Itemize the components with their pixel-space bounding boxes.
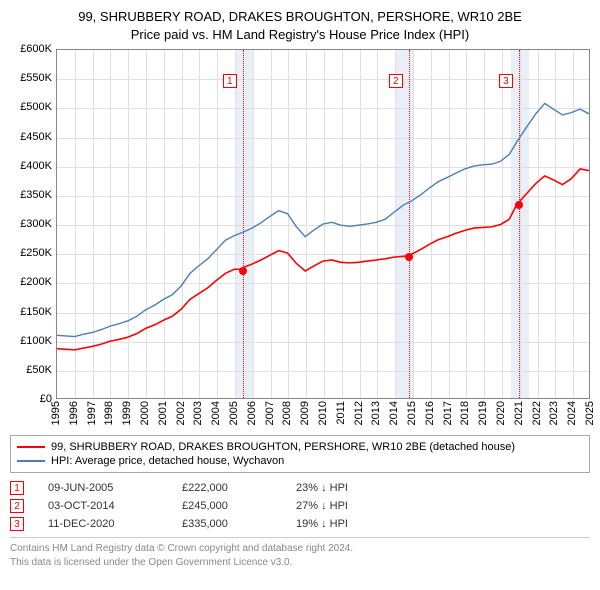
y-tick-label: £100K	[20, 335, 52, 347]
x-tick-label: 2023	[548, 401, 560, 425]
title-subtitle: Price paid vs. HM Land Registry's House …	[10, 26, 590, 44]
y-tick-label: £300K	[20, 218, 52, 230]
footer-line-1: Contains HM Land Registry data © Crown c…	[10, 542, 590, 556]
chart-container: 99, SHRUBBERY ROAD, DRAKES BROUGHTON, PE…	[0, 0, 600, 575]
x-tick-label: 2021	[513, 401, 525, 425]
transaction-dot	[405, 253, 413, 261]
chart-area: £0£50K£100K£150K£200K£250K£300K£350K£400…	[10, 49, 590, 429]
transaction-date: 03-OCT-2014	[48, 500, 158, 512]
x-tick-label: 2010	[317, 401, 329, 425]
transaction-marker: 3	[499, 74, 513, 88]
x-tick-label: 2002	[175, 401, 187, 425]
y-tick-label: £150K	[20, 306, 52, 318]
y-tick-label: £450K	[20, 131, 52, 143]
x-axis: 1995199619971998199920002001200220032004…	[56, 399, 590, 429]
x-tick-label: 2009	[299, 401, 311, 425]
x-tick-label: 2020	[495, 401, 507, 425]
x-tick-label: 2013	[370, 401, 382, 425]
y-tick-label: £550K	[20, 72, 52, 84]
y-tick-label: £350K	[20, 189, 52, 201]
x-tick-label: 2001	[157, 401, 169, 425]
x-tick-label: 2004	[210, 401, 222, 425]
transaction-date: 09-JUN-2005	[48, 482, 158, 494]
transaction-diff: 27% ↓ HPI	[296, 500, 348, 512]
transaction-dot	[515, 201, 523, 209]
legend: 99, SHRUBBERY ROAD, DRAKES BROUGHTON, PE…	[10, 435, 590, 473]
transaction-list: 1 09-JUN-2005 £222,000 23% ↓ HPI 2 03-OCT-201…	[10, 481, 590, 531]
transaction-row: 3 11-DEC-2020 £335,000 19% ↓ HPI	[10, 517, 590, 531]
x-tick-label: 2015	[406, 401, 418, 425]
x-tick-label: 2024	[566, 401, 578, 425]
x-tick-label: 2018	[459, 401, 471, 425]
transaction-diff: 23% ↓ HPI	[296, 482, 348, 494]
x-tick-label: 1997	[86, 401, 98, 425]
plot-area: 1 2 3	[56, 49, 590, 399]
transaction-price: £245,000	[182, 500, 272, 512]
transaction-date: 11-DEC-2020	[48, 518, 158, 530]
legend-swatch	[17, 460, 45, 462]
x-tick-label: 1998	[103, 401, 115, 425]
transaction-price: £335,000	[182, 518, 272, 530]
y-tick-label: £250K	[20, 247, 52, 259]
y-tick-label: £200K	[20, 276, 52, 288]
x-tick-label: 2019	[477, 401, 489, 425]
x-tick-label: 2025	[584, 401, 596, 425]
transaction-price: £222,000	[182, 482, 272, 494]
transaction-row-marker: 3	[10, 517, 24, 531]
x-tick-label: 2000	[139, 401, 151, 425]
footer: Contains HM Land Registry data © Crown c…	[10, 537, 590, 569]
x-tick-label: 2007	[264, 401, 276, 425]
title-address: 99, SHRUBBERY ROAD, DRAKES BROUGHTON, PE…	[10, 8, 590, 26]
y-tick-label: £50K	[26, 364, 52, 376]
x-tick-label: 2017	[442, 401, 454, 425]
x-tick-label: 2016	[424, 401, 436, 425]
legend-row: 99, SHRUBBERY ROAD, DRAKES BROUGHTON, PE…	[17, 440, 583, 454]
transaction-row: 1 09-JUN-2005 £222,000 23% ↓ HPI	[10, 481, 590, 495]
transaction-dot	[239, 267, 247, 275]
x-tick-label: 2022	[531, 401, 543, 425]
x-tick-label: 2008	[281, 401, 293, 425]
legend-label: 99, SHRUBBERY ROAD, DRAKES BROUGHTON, PE…	[51, 441, 515, 453]
x-tick-label: 2014	[388, 401, 400, 425]
y-tick-label: £500K	[20, 101, 52, 113]
transaction-row-marker: 2	[10, 499, 24, 513]
x-tick-label: 2003	[192, 401, 204, 425]
legend-row: HPI: Average price, detached house, Wych…	[17, 454, 583, 468]
y-tick-label: £400K	[20, 160, 52, 172]
transaction-marker: 1	[223, 74, 237, 88]
chart-svg	[57, 50, 589, 398]
x-tick-label: 1996	[68, 401, 80, 425]
legend-swatch	[17, 446, 45, 448]
x-tick-label: 2005	[228, 401, 240, 425]
x-tick-label: 2012	[353, 401, 365, 425]
y-tick-label: £600K	[20, 43, 52, 55]
y-axis: £0£50K£100K£150K£200K£250K£300K£350K£400…	[10, 49, 56, 399]
transaction-row: 2 03-OCT-2014 £245,000 27% ↓ HPI	[10, 499, 590, 513]
legend-label: HPI: Average price, detached house, Wych…	[51, 455, 284, 467]
x-tick-label: 2011	[335, 401, 347, 425]
x-tick-label: 2006	[246, 401, 258, 425]
footer-line-2: This data is licensed under the Open Gov…	[10, 556, 590, 570]
x-tick-label: 1999	[121, 401, 133, 425]
transaction-diff: 19% ↓ HPI	[296, 518, 348, 530]
transaction-row-marker: 1	[10, 481, 24, 495]
transaction-marker: 2	[389, 74, 403, 88]
series-line-subject	[57, 169, 589, 350]
x-tick-label: 1995	[50, 401, 62, 425]
title-block: 99, SHRUBBERY ROAD, DRAKES BROUGHTON, PE…	[10, 8, 590, 43]
